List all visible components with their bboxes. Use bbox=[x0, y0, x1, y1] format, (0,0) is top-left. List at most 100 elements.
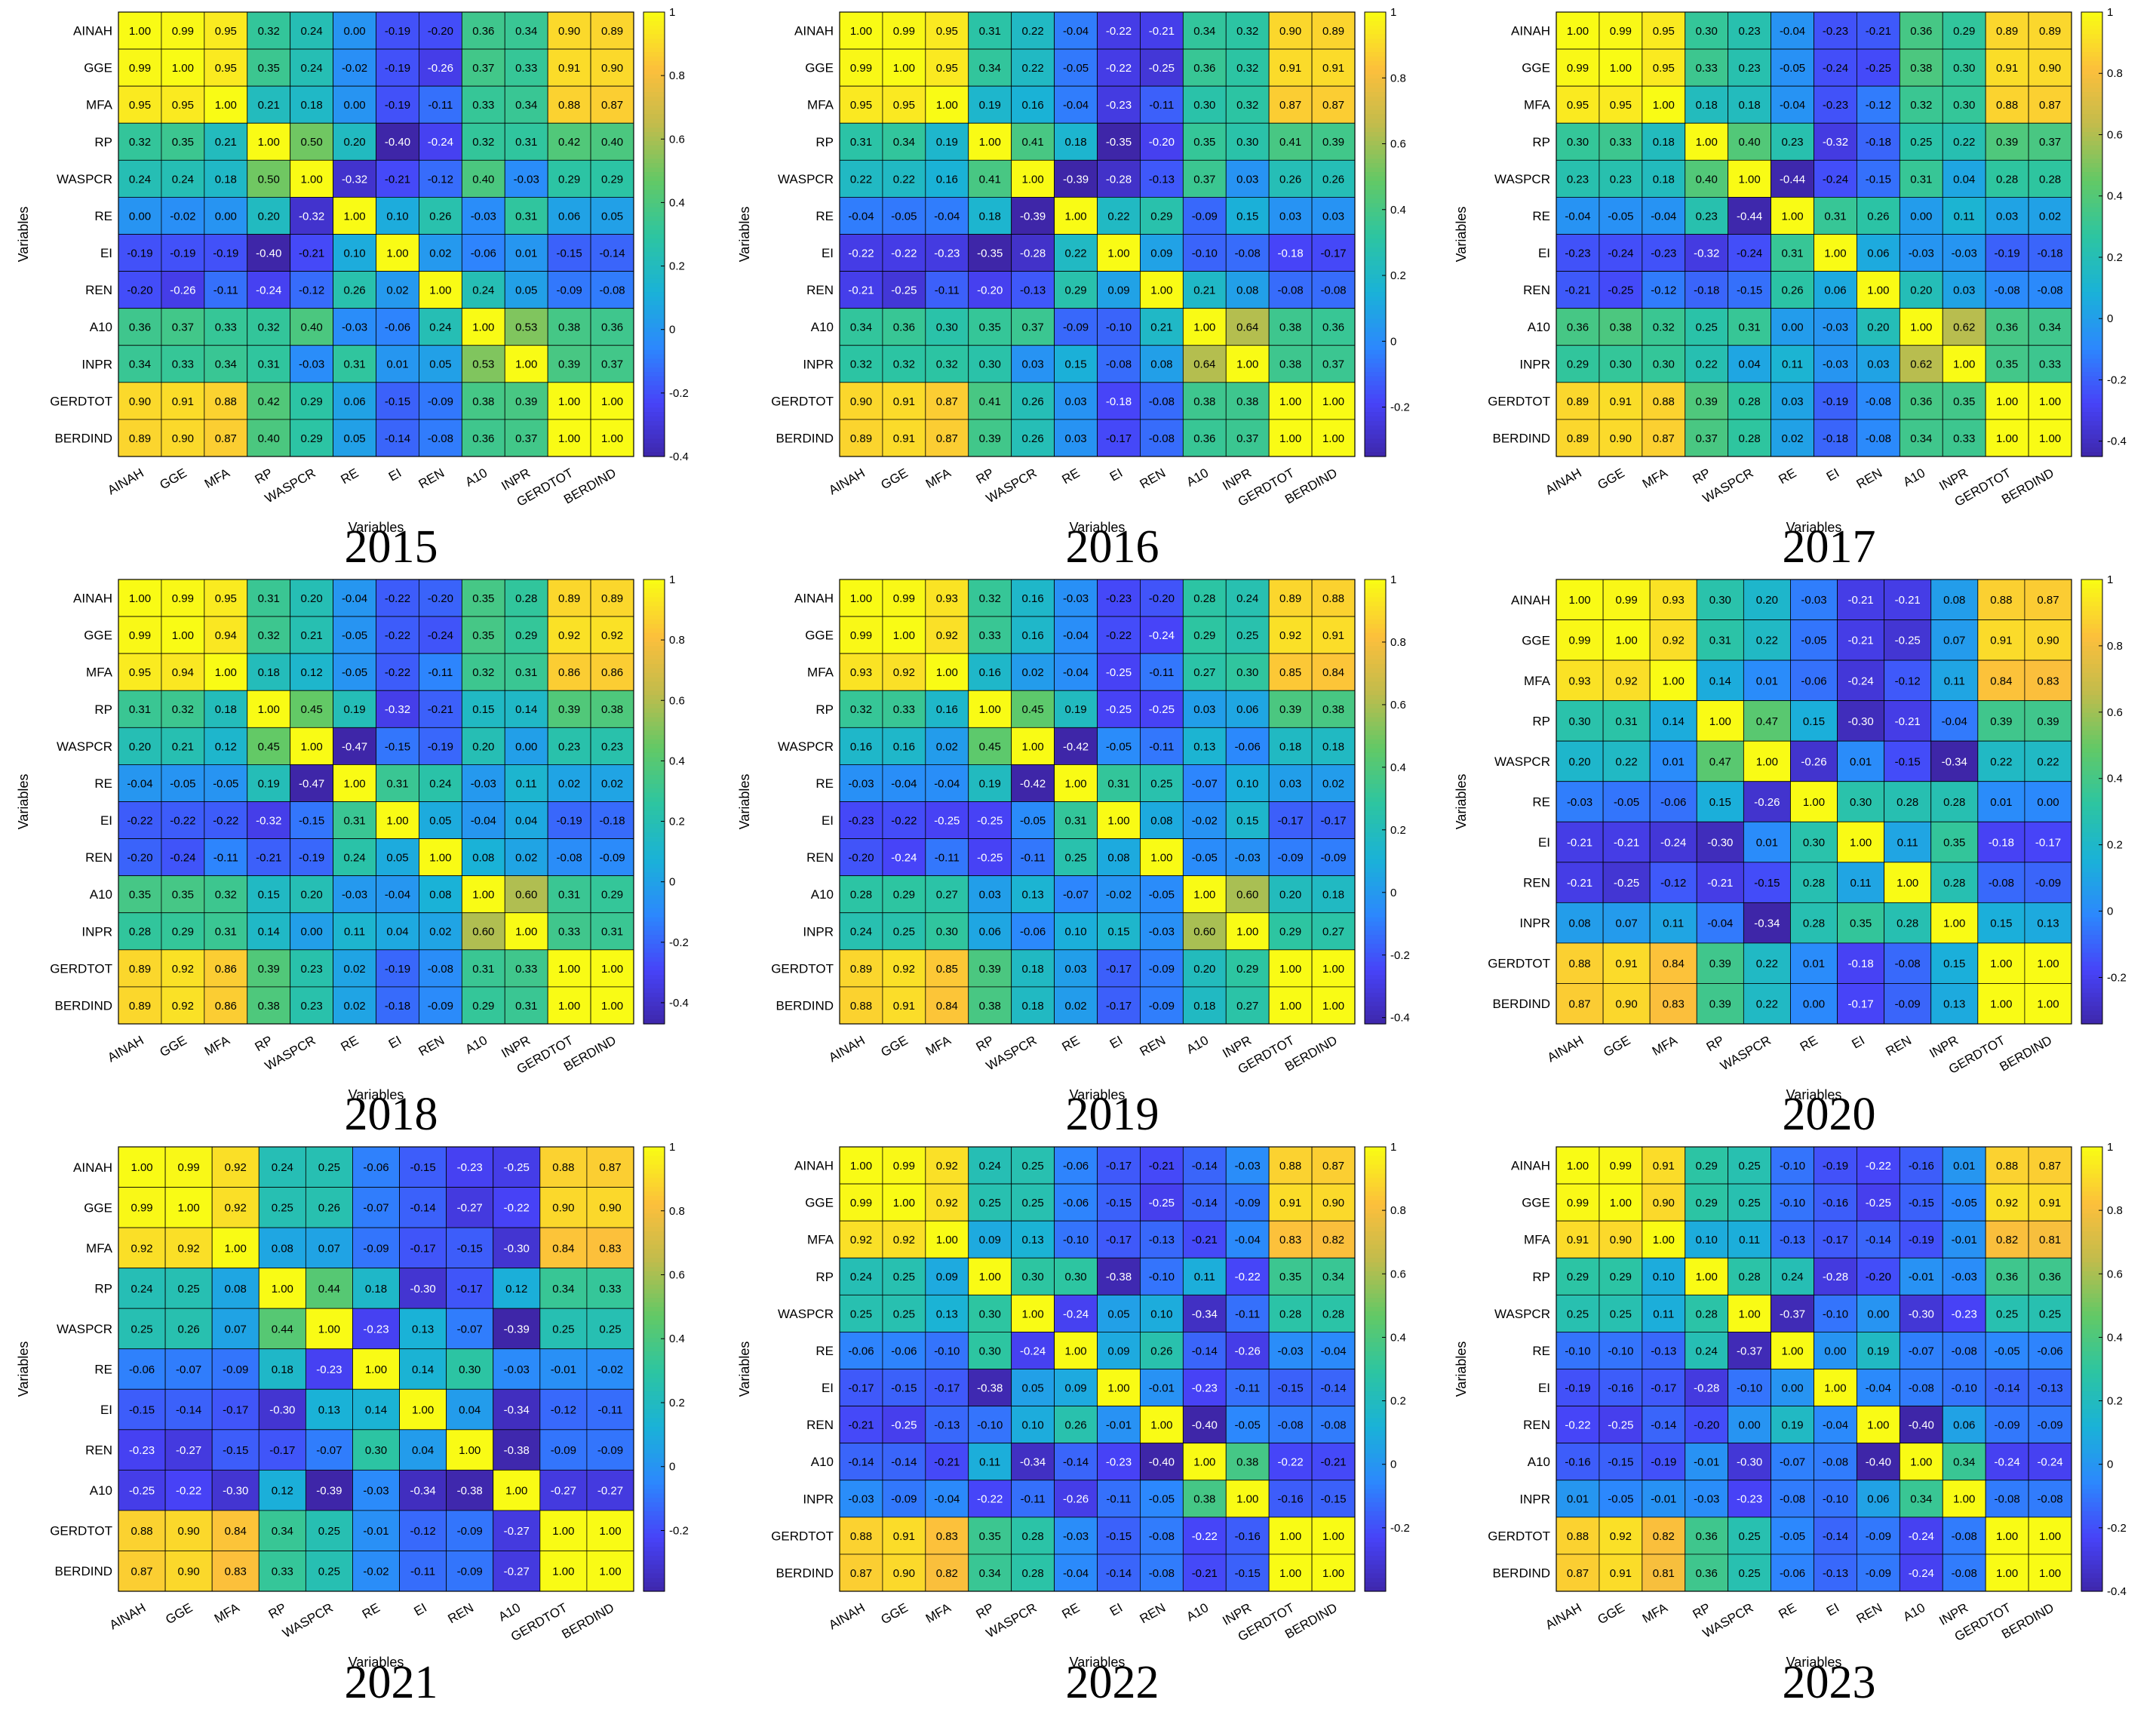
cell-value-label: -0.05 bbox=[1106, 740, 1132, 753]
cell-value-label: -0.05 bbox=[1149, 1493, 1175, 1506]
colorbar-segment bbox=[1365, 105, 1386, 111]
cell-value-label: 0.20 bbox=[1193, 963, 1215, 976]
colorbar-segment bbox=[643, 114, 665, 119]
cell-value-label: -0.19 bbox=[1909, 1234, 1934, 1246]
colorbar-segment bbox=[1365, 1387, 1386, 1392]
colorbar-segment bbox=[1365, 1342, 1386, 1348]
cell-value-label: -0.03 bbox=[1567, 796, 1592, 809]
colorbar-segment bbox=[643, 712, 665, 718]
column-tick-label: MFA bbox=[1640, 466, 1670, 491]
cell-value-label: -0.15 bbox=[557, 247, 582, 260]
colorbar-segment bbox=[1365, 96, 1386, 102]
colorbar-segment bbox=[1365, 1431, 1386, 1437]
colorbar-segment bbox=[643, 300, 665, 306]
colorbar-segment bbox=[2081, 78, 2102, 84]
colorbar-tick-label: 1 bbox=[2107, 1141, 2113, 1154]
heatmap-panel-2015: 1.00 0.99 0.95 0.32 0.24 0.00 -0.19 -0.20 0.36 0.… bbox=[16, 6, 689, 573]
cell-value-label: -0.14 bbox=[1063, 1456, 1089, 1469]
cell-value-label: 0.91 bbox=[172, 395, 194, 408]
cell-value-label: -0.06 bbox=[891, 1345, 917, 1357]
heatmap-cell bbox=[547, 838, 591, 877]
cell-value-label: 0.24 bbox=[472, 284, 494, 297]
cell-value-label: 0.91 bbox=[1610, 1567, 1632, 1580]
cell-value-label: -0.03 bbox=[848, 1493, 874, 1506]
cell-value-label: -0.22 bbox=[1565, 1419, 1590, 1432]
heatmap-cell bbox=[247, 234, 291, 272]
colorbar-segment bbox=[2081, 1182, 2102, 1188]
cell-value-label: 0.01 bbox=[1953, 1160, 1975, 1173]
cell-value-label: -0.22 bbox=[127, 814, 152, 827]
colorbar-segment bbox=[2081, 420, 2102, 426]
cell-value-label: 0.88 bbox=[1990, 594, 2012, 607]
colorbar-segment bbox=[643, 610, 665, 616]
colorbar-segment bbox=[2081, 1480, 2102, 1486]
colorbar-segment bbox=[2081, 859, 2102, 865]
cell-value-label: -0.05 bbox=[1020, 814, 1046, 827]
cell-value-label: -0.30 bbox=[223, 1485, 248, 1498]
heatmap-cell bbox=[1182, 382, 1227, 420]
colorbar-segment bbox=[1365, 69, 1386, 75]
cell-value-label: -0.18 bbox=[1106, 395, 1132, 408]
heatmap-cell bbox=[461, 653, 505, 691]
cell-value-label: -0.03 bbox=[1235, 852, 1261, 865]
colorbar-segment bbox=[643, 1547, 665, 1552]
cell-value-label: 0.34 bbox=[1193, 25, 1215, 38]
colorbar-segment bbox=[1365, 1315, 1386, 1321]
cell-value-label: -0.21 bbox=[1895, 594, 1921, 607]
cell-value-label: 0.23 bbox=[558, 740, 580, 753]
cell-value-label: 0.11 bbox=[979, 1456, 1000, 1469]
cell-value-label: 0.24 bbox=[129, 173, 151, 186]
colorbar-segment bbox=[643, 1427, 665, 1432]
colorbar-segment bbox=[2081, 168, 2102, 173]
cell-value-label: -0.03 bbox=[342, 889, 367, 902]
cell-value-label: -0.24 bbox=[428, 136, 453, 149]
colorbar-segment bbox=[2081, 1471, 2102, 1477]
cell-value-label: -0.08 bbox=[1952, 1345, 1977, 1357]
colorbar-segment bbox=[643, 1369, 665, 1374]
colorbar-segment bbox=[643, 1342, 665, 1348]
cell-value-label: 0.39 bbox=[979, 963, 1001, 976]
colorbar-segment bbox=[1365, 881, 1386, 887]
cell-value-label: 0.36 bbox=[1910, 25, 1932, 38]
cell-value-label: -0.24 bbox=[428, 629, 453, 642]
cell-value-label: 0.28 bbox=[129, 926, 151, 939]
heatmap-cell bbox=[1268, 271, 1313, 309]
cell-value-label: 1.00 bbox=[1696, 136, 1718, 149]
year-caption: 2016 bbox=[1066, 521, 1159, 573]
cell-value-label: 0.87 bbox=[850, 1567, 872, 1580]
column-tick-label: EI bbox=[1824, 466, 1841, 484]
colorbar-tick-label: 0.2 bbox=[1390, 1395, 1406, 1408]
cell-value-label: -0.11 bbox=[1021, 1493, 1046, 1506]
column-tick-label: MFA bbox=[1640, 1600, 1670, 1626]
colorbar-segment bbox=[2081, 1298, 2102, 1303]
cell-value-label: 0.89 bbox=[1279, 592, 1301, 605]
cell-value-label: 0.15 bbox=[1990, 917, 2012, 930]
heatmap-panel-2018: 1.00 0.99 0.95 0.31 0.20 -0.04 -0.22 -0.20 0.35 0… bbox=[16, 573, 689, 1140]
colorbar-segment bbox=[1365, 1284, 1386, 1290]
colorbar-segment bbox=[2081, 149, 2102, 155]
colorbar-tick-label: -0.4 bbox=[669, 997, 689, 1010]
cell-value-label: 1.00 bbox=[129, 592, 151, 605]
cell-value-label: -0.12 bbox=[551, 1403, 576, 1416]
colorbar-segment bbox=[1365, 83, 1386, 88]
cell-value-label: 0.08 bbox=[272, 1242, 293, 1255]
colorbar-segment bbox=[2081, 632, 2102, 638]
heatmap-cell bbox=[1857, 419, 1900, 457]
colorbar-tick-label: 0.6 bbox=[669, 133, 685, 146]
heatmap-cell bbox=[419, 345, 462, 383]
colorbar-segment bbox=[2081, 92, 2102, 97]
colorbar-segment bbox=[2081, 283, 2102, 288]
cell-value-label: 0.92 bbox=[1616, 675, 1638, 687]
row-tick-label: INPR bbox=[803, 357, 834, 371]
colorbar-segment bbox=[643, 743, 665, 749]
cell-value-label: 1.00 bbox=[1150, 1419, 1172, 1432]
cell-value-label: 0.92 bbox=[893, 963, 915, 976]
colorbar-segment bbox=[2081, 735, 2102, 740]
cell-value-label: -0.09 bbox=[1866, 1530, 1891, 1543]
cell-value-label: 0.89 bbox=[1567, 432, 1589, 445]
cell-value-label: 0.34 bbox=[979, 1567, 1001, 1580]
colorbar-tick-label: -0.2 bbox=[669, 936, 689, 949]
cell-value-label: -0.06 bbox=[129, 1363, 155, 1376]
cell-value-label: -0.02 bbox=[597, 1363, 623, 1376]
cell-value-label: 0.31 bbox=[258, 358, 280, 371]
